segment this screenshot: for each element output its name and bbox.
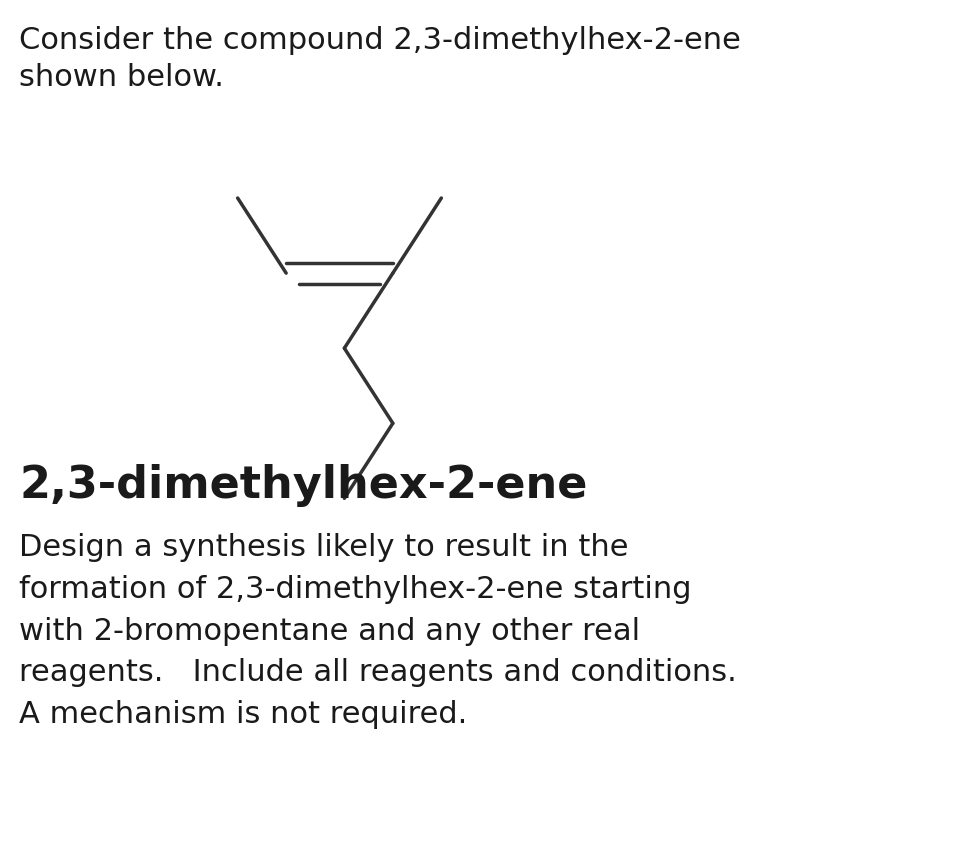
Text: Design a synthesis likely to result in the
formation of 2,3-dimethylhex-2-ene st: Design a synthesis likely to result in t…: [19, 533, 736, 729]
Text: Consider the compound 2,3-dimethylhex-2-ene
shown below.: Consider the compound 2,3-dimethylhex-2-…: [19, 26, 740, 92]
Text: 2,3-dimethylhex-2-ene: 2,3-dimethylhex-2-ene: [19, 464, 587, 507]
